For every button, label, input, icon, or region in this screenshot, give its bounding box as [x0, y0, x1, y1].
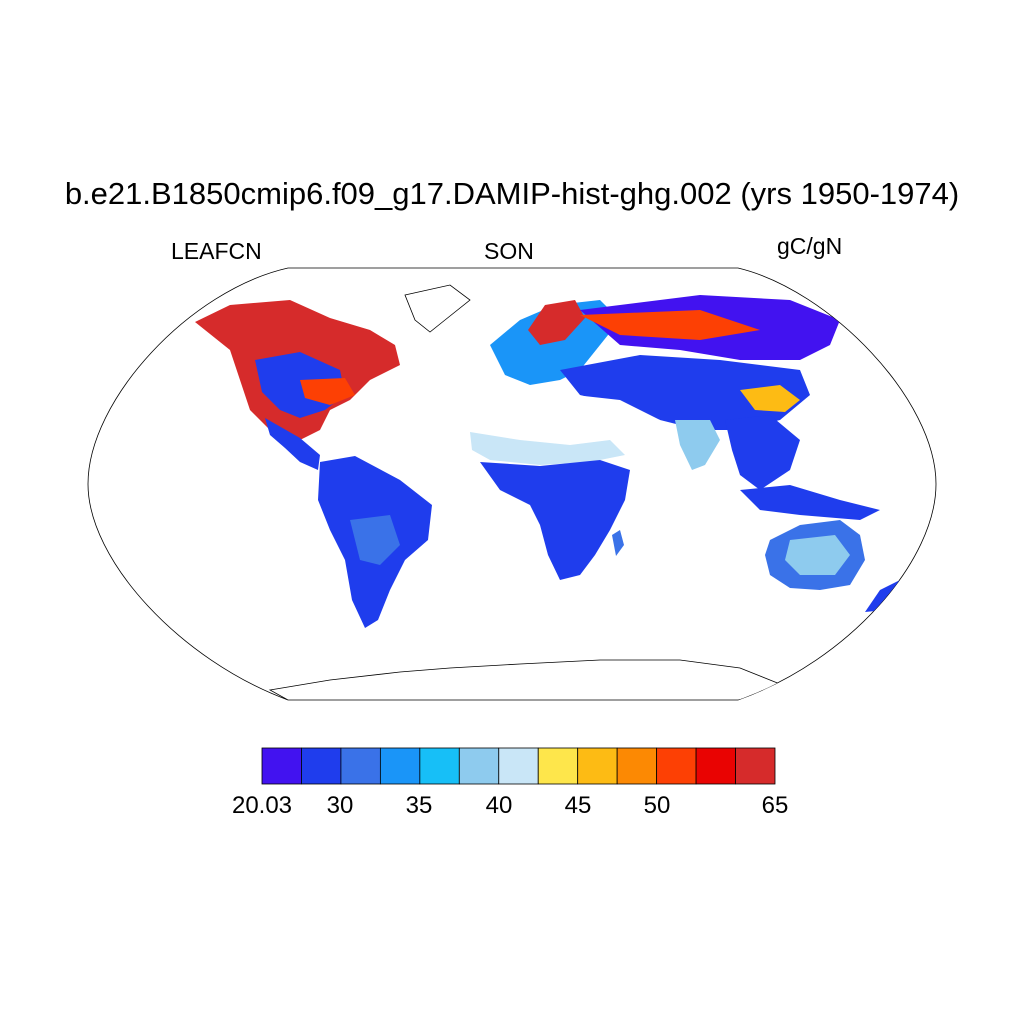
colorbar-box	[340, 747, 381, 785]
scandinavia	[528, 300, 585, 345]
colorbar-box	[379, 747, 421, 785]
colorbar-box	[261, 747, 302, 785]
variable-label: LEAFCN	[171, 238, 262, 264]
east-asia-warm	[740, 385, 800, 412]
colorbar-box	[498, 747, 539, 785]
colorbar-box	[537, 747, 579, 785]
asia-central	[560, 355, 810, 430]
south-america-light	[350, 515, 400, 565]
greenland	[404, 284, 471, 333]
colorbar-box	[301, 747, 342, 785]
colorbar-tick-label: 50	[643, 792, 671, 819]
colorbar-box	[616, 747, 658, 785]
southeast-asia	[725, 415, 800, 490]
colorbar-box	[735, 747, 776, 785]
season-label: SON	[484, 238, 534, 264]
units-label: gC/gN	[777, 233, 843, 259]
colorbar-box	[458, 747, 500, 785]
plot-title: b.e21.B1850cmip6.f09_g17.DAMIP-hist-ghg.…	[64, 176, 960, 211]
colorbar-tick-label: 45	[564, 792, 592, 819]
colorbar-tick-label: 65	[761, 792, 789, 819]
madagascar	[612, 530, 624, 556]
indonesia	[740, 485, 880, 520]
sahel-band	[470, 432, 625, 465]
africa-south	[480, 460, 630, 580]
siberia-red-band	[580, 310, 760, 340]
colorbar-box	[419, 747, 460, 785]
colorbar-box	[577, 747, 618, 785]
colorbar-box	[695, 747, 736, 785]
colorbar-tick-label: 35	[405, 792, 433, 819]
central-america	[265, 418, 320, 470]
colorbar-tick-label: 30	[326, 792, 354, 819]
australia-interior	[785, 535, 850, 575]
india	[675, 420, 720, 470]
colorbar-tick-label: 20.03	[231, 792, 293, 819]
colorbar-tick-label: 40	[485, 792, 513, 819]
us-east-band	[300, 378, 355, 405]
antarctica-outline	[268, 659, 792, 700]
europe	[490, 300, 620, 385]
colorbar-box	[656, 747, 697, 785]
